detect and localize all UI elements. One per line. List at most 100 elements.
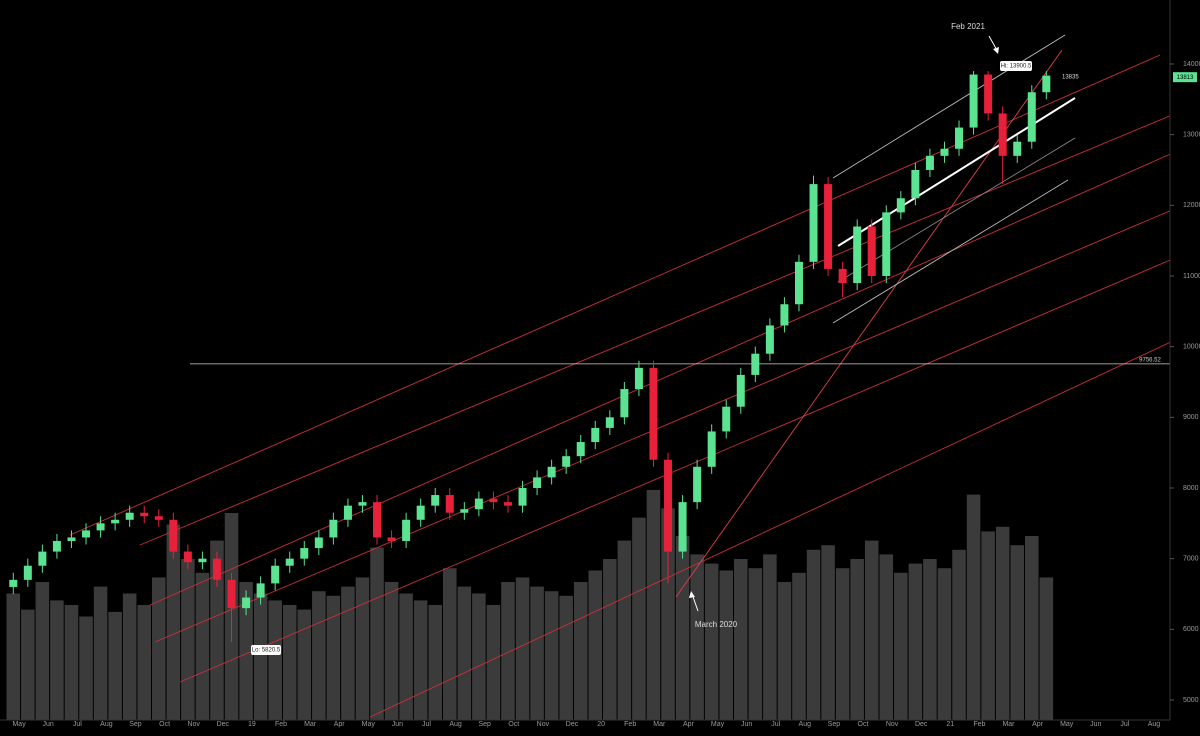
volume-bar — [166, 524, 181, 720]
volume-bar — [690, 554, 704, 720]
candle-body — [460, 509, 469, 513]
candle-body — [591, 427, 600, 443]
x-tick-label: Mar — [653, 721, 666, 728]
x-tick-label: 19 — [248, 721, 256, 728]
volume-bar — [457, 586, 472, 720]
annotation: March 2020 — [695, 620, 738, 629]
candle-body — [634, 367, 643, 390]
x-tick-label: May — [362, 721, 376, 728]
volume-bar — [515, 577, 530, 720]
volume-bar — [603, 559, 617, 720]
volume-bar — [850, 559, 864, 720]
candle-body — [809, 184, 818, 262]
candle-body — [67, 537, 76, 541]
level-label: 9756.52 — [1139, 357, 1161, 363]
candle-body — [300, 548, 309, 559]
candle-body — [998, 113, 1007, 156]
candle-body — [416, 505, 425, 520]
volume-bar — [544, 591, 559, 720]
candle-body — [1042, 75, 1051, 93]
last-close-label: 13835 — [1062, 75, 1079, 81]
channel-line — [179, 257, 1176, 683]
candle-body — [547, 466, 556, 478]
volume-bar — [282, 605, 297, 720]
x-tick-label: Aug — [100, 721, 113, 728]
x-tick-label: Jul — [422, 721, 431, 728]
y-tick-label: 12000 — [1183, 202, 1200, 209]
candle-body — [402, 519, 411, 541]
candle-body — [562, 456, 571, 467]
x-tick-label: Aug — [799, 721, 812, 728]
x-tick-label: Mar — [304, 721, 317, 728]
volume-bar — [370, 547, 384, 720]
candle-body — [722, 406, 731, 432]
candle-body — [343, 505, 352, 520]
x-tick-label: Sep — [129, 721, 142, 728]
volume-bar — [530, 586, 544, 720]
volume-bar — [835, 568, 850, 720]
low-label: Lo: 5820.5 — [252, 648, 281, 654]
candle-body — [227, 579, 236, 609]
x-tick-label: Jun — [741, 721, 752, 728]
x-tick-label: May — [711, 721, 725, 728]
volume-bar — [573, 582, 588, 720]
candle-body — [693, 466, 702, 503]
volume-bar — [806, 549, 821, 720]
x-tick-label: Dec — [915, 721, 928, 728]
y-tick-label: 5000 — [1183, 697, 1199, 704]
x-tick-label: Aug — [1148, 721, 1161, 728]
last-price-label: 13813 — [1177, 75, 1194, 81]
channel-line — [69, 54, 1161, 536]
y-tick-label: 14000 — [1183, 61, 1200, 68]
volume-bar — [748, 568, 763, 720]
volume-bar — [21, 609, 35, 720]
volume-bar — [763, 554, 777, 720]
volume-bar — [734, 559, 748, 720]
candle-body — [1027, 92, 1036, 142]
y-tick-label: 11000 — [1183, 273, 1200, 280]
volume-bar — [253, 593, 268, 720]
x-tick-label: Oct — [858, 721, 869, 728]
candle-body — [82, 530, 91, 538]
volume-bar — [864, 540, 879, 720]
x-tick-label: Dec — [566, 721, 579, 728]
candle-body — [212, 558, 221, 580]
candle-body — [794, 261, 803, 305]
x-tick-label: Nov — [537, 721, 550, 728]
candle-body — [853, 226, 862, 284]
candle-body — [1013, 141, 1022, 156]
volume-bar — [966, 494, 981, 720]
x-tick-label: 20 — [597, 721, 605, 728]
volume-bar — [792, 572, 806, 720]
y-tick-label: 13000 — [1183, 131, 1200, 138]
x-tick-label: Sep — [828, 721, 841, 728]
channel-line — [149, 151, 1176, 606]
candle-body — [576, 442, 585, 457]
x-tick-label: Apr — [1032, 721, 1044, 728]
candle-body — [925, 155, 934, 170]
candle-body — [140, 512, 149, 517]
volume-bar — [195, 572, 210, 720]
candle-body — [154, 516, 163, 520]
trend-lines — [69, 34, 1176, 718]
volume-bar — [239, 582, 253, 720]
x-tick-label: Oct — [159, 721, 170, 728]
volume-bar — [108, 611, 122, 720]
y-tick-label: 8000 — [1183, 485, 1199, 492]
high-label-box — [1000, 61, 1032, 71]
volume-bar — [443, 568, 457, 720]
candle-body — [256, 583, 265, 598]
volume-bar — [93, 586, 108, 720]
candle-body — [314, 537, 323, 549]
x-tick-label: Mar — [1002, 721, 1015, 728]
candle-body — [707, 431, 716, 467]
x-tick-label: May — [12, 721, 26, 728]
volume-bar — [1039, 577, 1054, 720]
y-tick-label: 10000 — [1183, 343, 1200, 350]
volume-bar — [341, 586, 355, 720]
volume-bar — [413, 600, 428, 720]
candle-body — [96, 523, 105, 531]
candle-body — [285, 558, 294, 566]
x-tick-label: Sep — [478, 721, 491, 728]
white-channel-line — [832, 179, 1069, 324]
